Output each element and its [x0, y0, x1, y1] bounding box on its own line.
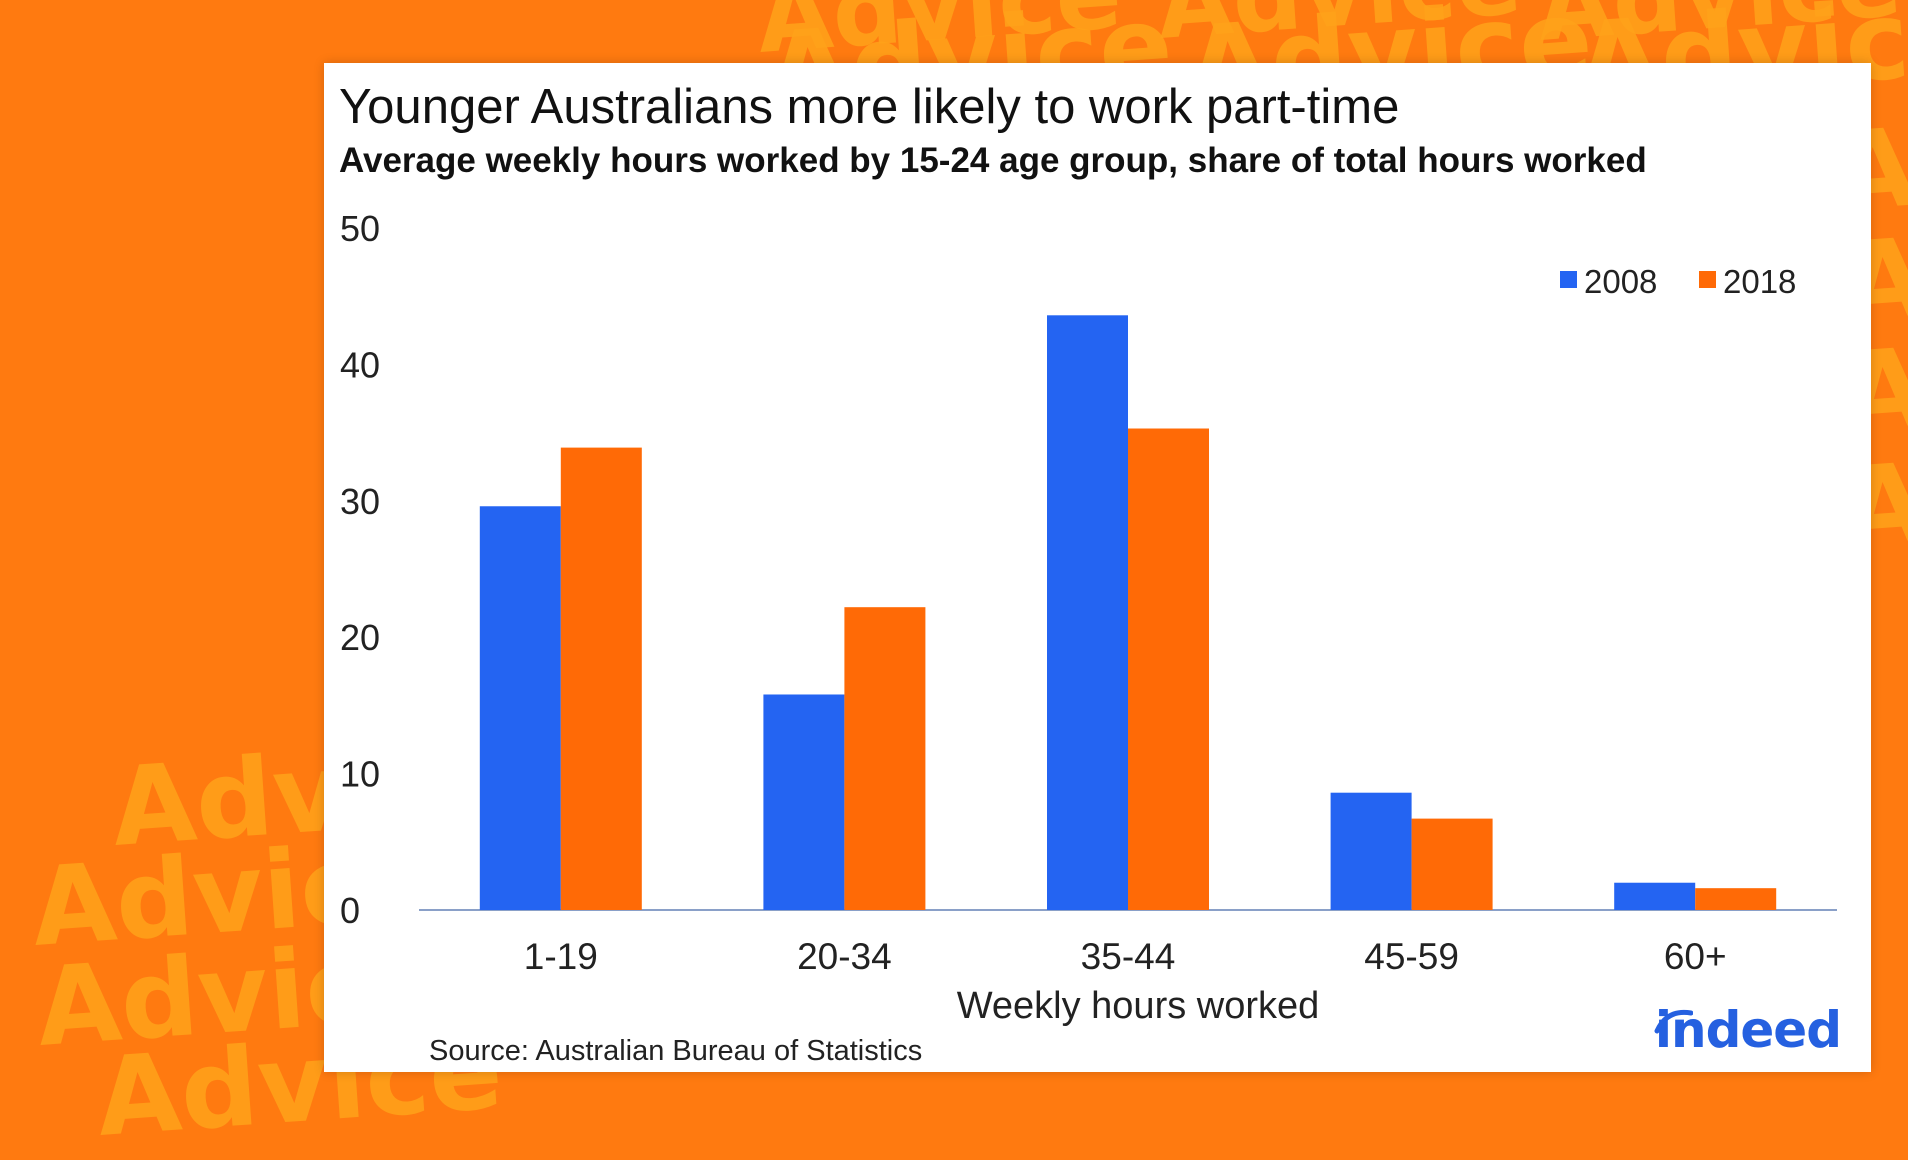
x-tick-label-45-59: 45-59 — [1364, 936, 1459, 977]
legend-label-2018: 2018 — [1723, 263, 1796, 300]
bar-2008-1-19 — [479, 506, 561, 910]
x-tick-label-35-44: 35-44 — [1081, 936, 1176, 977]
x-tick-label-1-19: 1-19 — [524, 936, 598, 977]
bar-2008-60+ — [1614, 882, 1696, 910]
bar-2018-20-34 — [844, 607, 926, 910]
legend-swatch-2008 — [1560, 271, 1577, 288]
bar-2008-35-44 — [1047, 315, 1128, 910]
x-axis-title: Weekly hours worked — [957, 985, 1320, 1027]
bar-2008-45-59 — [1330, 792, 1412, 910]
legend-swatch-2018 — [1699, 271, 1716, 288]
bar-2018-45-59 — [1411, 818, 1493, 910]
logo-arc-icon — [1654, 1009, 1693, 1034]
x-tick-label-20-34: 20-34 — [797, 936, 892, 977]
x-tick-label-60+: 60+ — [1664, 936, 1727, 977]
y-tick-label-50: 50 — [340, 208, 380, 249]
chart-title: Younger Australians more likely to work … — [339, 80, 1400, 134]
legend-label-2008: 2008 — [1584, 263, 1657, 300]
y-tick-label-10: 10 — [340, 754, 380, 795]
bar-2018-60+ — [1695, 888, 1777, 910]
bar-2018-1-19 — [560, 447, 642, 910]
chart-subtitle: Average weekly hours worked by 15-24 age… — [339, 141, 1647, 180]
bar-chart: 0 10 20 30 40 50 1-19 20-34 35-44 45-59 60+ Weekly … — [340, 208, 1837, 1027]
y-tick-label-0: 0 — [340, 890, 360, 931]
bar-2008-20-34 — [763, 694, 845, 910]
indeed-logo: indeed — [1654, 1001, 1842, 1059]
source-note: Source: Australian Bureau of Statistics — [429, 1035, 923, 1067]
y-tick-label-30: 30 — [340, 481, 380, 522]
chart-card: Younger Australians more likely to work … — [324, 63, 1871, 1072]
y-tick-label-20: 20 — [340, 617, 380, 658]
y-tick-label-40: 40 — [340, 344, 380, 385]
bar-2018-35-44 — [1128, 428, 1209, 910]
